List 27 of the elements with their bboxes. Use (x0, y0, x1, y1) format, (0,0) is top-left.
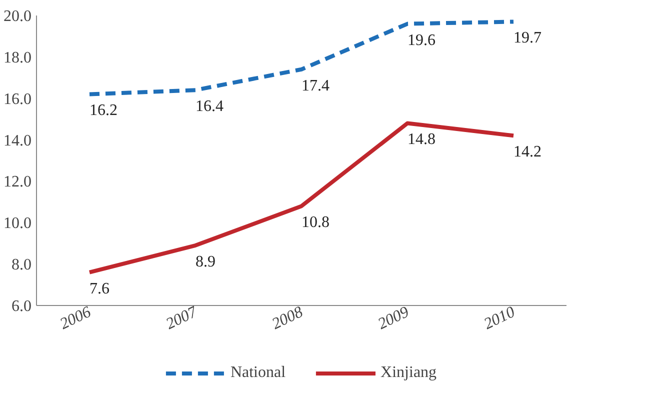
x-tick-label: 2007 (163, 303, 201, 333)
y-tick-label: 20.0 (4, 8, 32, 25)
line-series (88, 121, 516, 274)
y-tick-label: 10.0 (4, 215, 32, 232)
data-label: 16.4 (196, 98, 224, 116)
x-tick-label: 2008 (269, 304, 306, 333)
data-label: 19.6 (408, 32, 436, 49)
y-tick-label: 8.0 (12, 256, 32, 274)
x-tick-label: 2009 (375, 304, 412, 333)
x-tick-label: 2006 (57, 304, 94, 333)
data-label: 7.6 (90, 280, 110, 298)
y-tick-label: 18.0 (4, 49, 32, 66)
y-tick-label: 12.0 (4, 174, 32, 191)
x-tick-label: 2010 (481, 304, 518, 333)
data-label: 17.4 (302, 77, 330, 94)
legend-label: Xinjiang (380, 364, 437, 382)
y-tick-label: 6.0 (12, 298, 32, 315)
line-series (88, 20, 516, 96)
data-label: 14.2 (514, 144, 542, 161)
y-tick-label: 16.0 (4, 90, 32, 108)
data-label: 16.2 (90, 102, 118, 120)
data-label: 19.7 (514, 30, 542, 47)
data-label: 14.8 (408, 131, 436, 148)
y-tick-label: 14.0 (4, 132, 32, 150)
data-label: 8.9 (196, 253, 216, 270)
legend-label: National (230, 364, 286, 382)
data-label: 10.8 (302, 214, 330, 232)
